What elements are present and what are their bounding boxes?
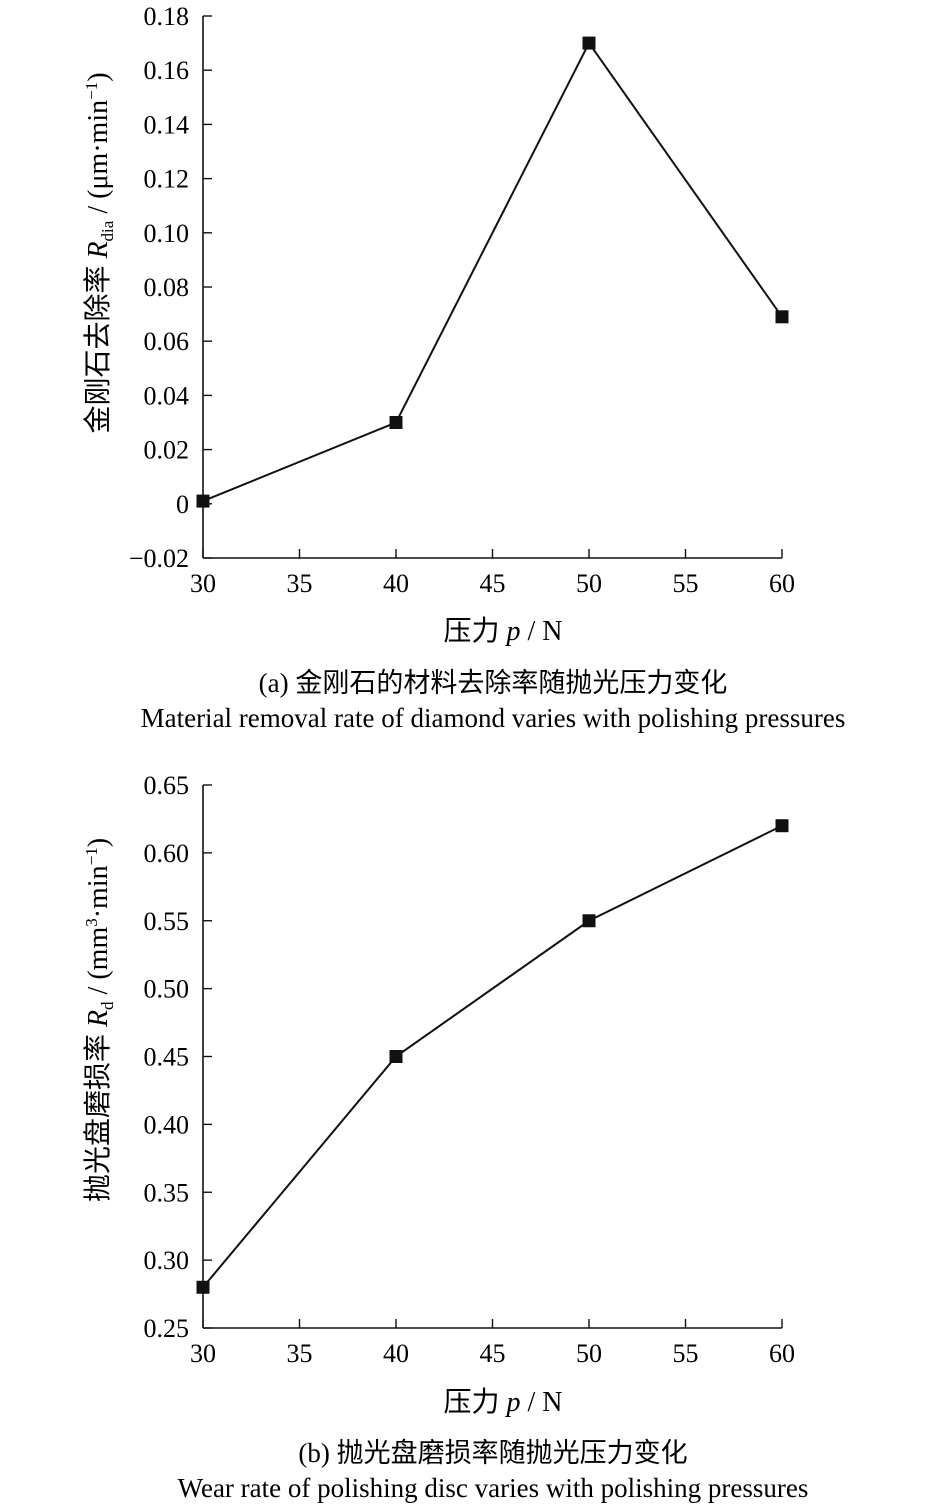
y-tick-label: 0.40 bbox=[144, 1110, 190, 1139]
x-tick-label: 30 bbox=[190, 1339, 216, 1368]
x-axis-label: 压力 p / N bbox=[443, 615, 562, 647]
x-tick-label: 35 bbox=[287, 569, 313, 598]
data-point-marker bbox=[389, 416, 403, 429]
x-tick-label: 60 bbox=[769, 1339, 795, 1368]
series-group bbox=[196, 36, 789, 508]
y-tick-label: −0.02 bbox=[129, 544, 189, 573]
y-tick-label: 0.12 bbox=[144, 165, 190, 194]
x-tick-label: 50 bbox=[576, 569, 602, 598]
data-point-marker bbox=[582, 914, 596, 928]
caption-cn: (a) 金刚石的材料去除率随抛光压力变化 bbox=[259, 668, 728, 698]
data-point-marker bbox=[196, 494, 210, 508]
x-ticks: 30 35 40 45 50 55 60 bbox=[190, 1319, 795, 1368]
y-tick-label: 0.02 bbox=[144, 436, 190, 465]
y-tick-label: 0.04 bbox=[144, 381, 190, 410]
y-tick-label: 0.06 bbox=[144, 327, 190, 356]
y-tick-label: 0.65 bbox=[144, 771, 190, 800]
series-line bbox=[202, 824, 783, 1288]
y-tick-label: 0 bbox=[176, 490, 189, 519]
y-ticks: 0.25 0.30 0.35 0.40 0.45 0.50 0.55 0.60 0.65 bbox=[144, 771, 212, 1343]
y-tick-label: 0.14 bbox=[144, 110, 190, 139]
series-line bbox=[202, 41, 783, 503]
y-tick-label: 0.60 bbox=[144, 839, 190, 868]
chart-b: 30 35 40 45 50 55 60 0.250.300.350.400.450.500… bbox=[82, 771, 808, 1503]
x-tick-label: 40 bbox=[383, 1339, 409, 1368]
y-tick-label: 0.16 bbox=[144, 56, 190, 85]
x-tick-label: 40 bbox=[383, 569, 409, 598]
y-tick-label: 0.35 bbox=[144, 1178, 190, 1207]
y-tick-label: 0.50 bbox=[144, 975, 190, 1004]
y-axis-label: 抛光盘磨损率 Rd / (mm3·min−1) bbox=[82, 838, 117, 1202]
y-tick-label: 0.30 bbox=[144, 1246, 190, 1275]
y-axis-label: 金刚石去除率 Rdia / (μm·min−1) bbox=[82, 72, 117, 433]
x-tick-label: 50 bbox=[576, 1339, 602, 1368]
x-tick-label: 35 bbox=[287, 1339, 313, 1368]
x-tick-label: 45 bbox=[480, 1339, 506, 1368]
y-tick-label: 0.45 bbox=[144, 1043, 190, 1072]
data-point-marker bbox=[582, 36, 596, 50]
x-axis-label: 压力 p / N bbox=[443, 1386, 562, 1418]
data-point-marker bbox=[389, 1050, 403, 1063]
y-ticks: −0.02 0 0.02 0.04 0.06 0.08 0.10 0.12 0.14 0.16 0.… bbox=[129, 2, 212, 573]
data-point-marker bbox=[775, 310, 789, 324]
data-point-marker bbox=[775, 819, 789, 833]
x-tick-label: 55 bbox=[673, 569, 699, 598]
series-group bbox=[196, 819, 789, 1294]
y-tick-label: 0.55 bbox=[144, 907, 190, 936]
caption-cn: (b) 抛光盘磨损率随抛光压力变化 bbox=[298, 1438, 687, 1468]
y-tick-label: 0.08 bbox=[144, 273, 190, 302]
x-tick-label: 45 bbox=[480, 569, 506, 598]
caption-en: Material removal rate of diamond varies … bbox=[141, 703, 846, 733]
y-tick-label: 0.25 bbox=[144, 1314, 190, 1343]
x-tick-label: 60 bbox=[769, 569, 795, 598]
y-tick-label: 0.18 bbox=[144, 2, 190, 31]
x-ticks: 30 35 40 45 50 55 60 bbox=[190, 549, 795, 598]
chart-a: 30 35 40 45 50 55 60 −0.02 0 0.02 0.04 0.06 0.08 0.1… bbox=[82, 2, 845, 733]
y-tick-label: 0.10 bbox=[144, 219, 190, 248]
x-tick-label: 55 bbox=[673, 1339, 699, 1368]
x-tick-label: 30 bbox=[190, 569, 216, 598]
caption-en: Wear rate of polishing disc varies with … bbox=[178, 1473, 809, 1503]
data-point-marker bbox=[196, 1280, 210, 1294]
